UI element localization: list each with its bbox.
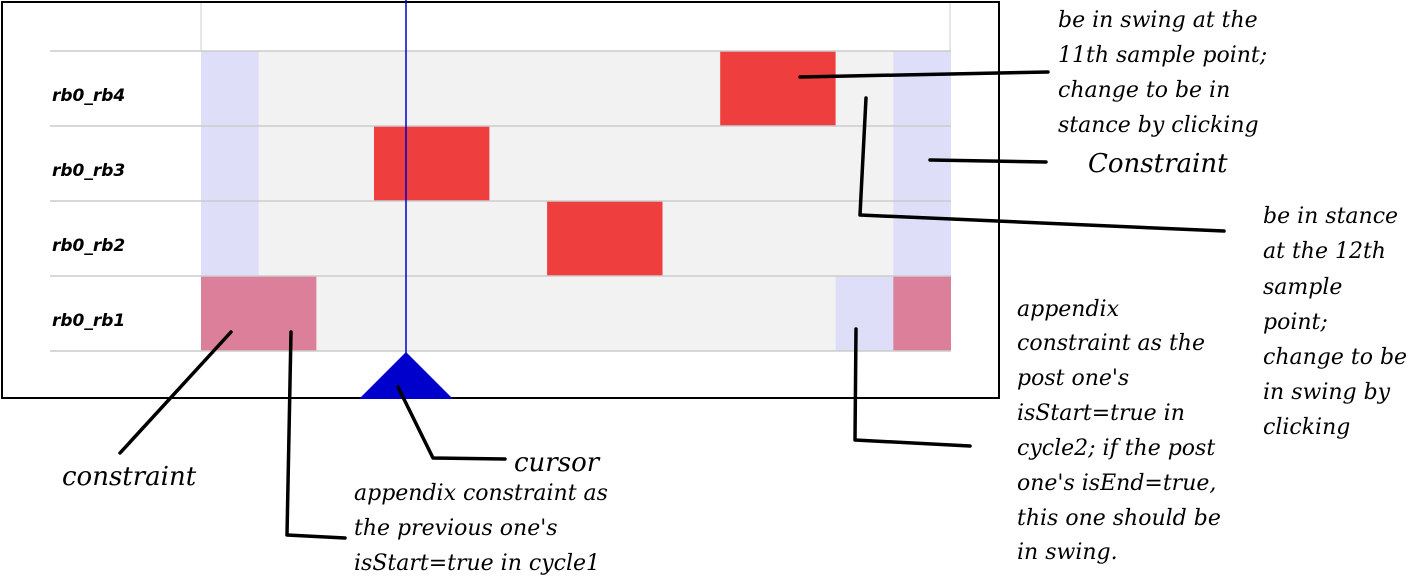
svg-text:in swing.: in swing. xyxy=(1017,540,1118,565)
svg-text:point;: point; xyxy=(1263,310,1328,335)
annotation-cursor: cursor xyxy=(514,448,601,478)
appendix-constraint-cell-post[interactable] xyxy=(835,276,894,351)
row-label-rb2: rb0_rb2 xyxy=(52,236,125,256)
svg-text:post one's: post one's xyxy=(1017,366,1129,391)
svg-text:change to be in: change to be in xyxy=(1058,78,1230,103)
svg-text:in swing by: in swing by xyxy=(1263,380,1391,405)
annotation-constraint-right: Constraint xyxy=(1088,149,1228,179)
svg-text:this one should be: this one should be xyxy=(1017,506,1221,531)
row-label-rb4: rb0_rb4 xyxy=(52,86,125,106)
annotation-pointers xyxy=(118,70,1226,540)
annotation-swing-11th: be in swing at the 11th sample point; ch… xyxy=(1058,8,1267,138)
annotation-appendix-prev: appendix constraint as the previous one'… xyxy=(354,481,608,576)
triangle-up-icon[interactable] xyxy=(359,352,453,399)
svg-text:clicking: clicking xyxy=(1263,415,1350,440)
swing-cell-rb2[interactable] xyxy=(547,201,663,276)
svg-text:the previous one's: the previous one's xyxy=(354,516,558,541)
svg-text:stance by clicking: stance by clicking xyxy=(1058,113,1259,138)
svg-text:11th sample point;: 11th sample point; xyxy=(1058,43,1267,68)
swing-cell-rb4[interactable] xyxy=(720,51,836,126)
svg-text:change to be: change to be xyxy=(1263,345,1407,370)
appendix-swing-cell-right[interactable] xyxy=(893,276,951,351)
annotation-appendix-post: appendix constraint as the post one's is… xyxy=(1017,297,1221,565)
row-label-rb3: rb0_rb3 xyxy=(52,161,125,181)
svg-text:cycle2; if the post: cycle2; if the post xyxy=(1017,436,1215,461)
grid-lines xyxy=(50,50,951,352)
svg-text:appendix: appendix xyxy=(1017,297,1120,322)
annotation-constraint-left: constraint xyxy=(62,462,197,492)
svg-text:isStart=true in: isStart=true in xyxy=(1017,401,1185,426)
annotation-stance-12th: be in stance at the 12th sample point; c… xyxy=(1263,204,1407,440)
svg-text:one's isEnd=true,: one's isEnd=true, xyxy=(1017,471,1216,496)
row-label-rb1: rb0_rb1 xyxy=(52,311,125,331)
svg-text:constraint as the: constraint as the xyxy=(1017,331,1205,356)
svg-text:sample: sample xyxy=(1263,275,1342,300)
constraint-cell-left[interactable] xyxy=(201,51,259,276)
swing-cell-rb3[interactable] xyxy=(374,126,490,201)
constraint-cell-right[interactable] xyxy=(893,51,951,276)
svg-text:be in stance: be in stance xyxy=(1263,204,1398,229)
svg-text:be in swing at the: be in swing at the xyxy=(1058,8,1258,33)
svg-text:appendix constraint as: appendix constraint as xyxy=(354,481,608,506)
appendix-swing-cell-prev[interactable] xyxy=(201,276,317,351)
svg-text:isStart=true in cycle1: isStart=true in cycle1 xyxy=(354,551,600,576)
svg-text:at the 12th: at the 12th xyxy=(1263,239,1386,264)
